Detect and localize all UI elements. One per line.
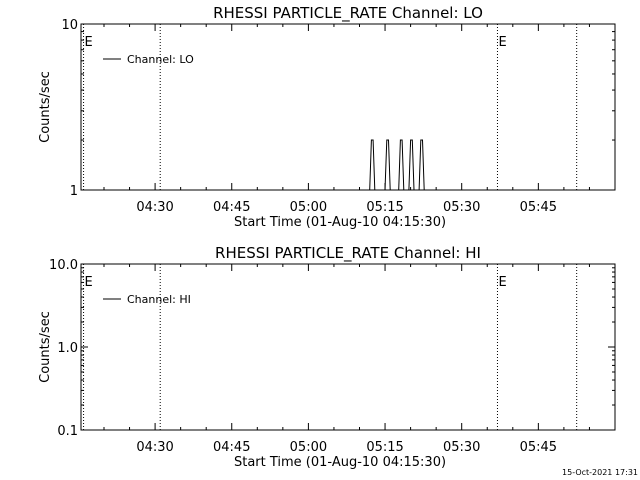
footer-timestamp: 15-Oct-2021 17:31 (562, 468, 638, 477)
x-tick-label: 05:45 (520, 440, 557, 455)
x-axis-label: Start Time (01-Aug-10 04:15:30) (234, 455, 446, 470)
legend-label: Channel: LO (127, 53, 194, 66)
x-tick-label: 04:45 (213, 440, 250, 455)
y-tick-label: 1.0 (57, 341, 78, 356)
x-tick-label: 05:00 (290, 200, 327, 215)
time-marker-label: E (85, 35, 93, 50)
time-marker-label: E (498, 35, 506, 50)
y-tick-label: 10 (61, 18, 78, 33)
series-line (369, 139, 425, 191)
y-tick-label: 1 (70, 184, 78, 199)
x-tick-label: 04:30 (136, 440, 173, 455)
x-tick-label: 05:45 (520, 200, 557, 215)
x-tick-label: 05:00 (290, 440, 327, 455)
x-tick-label: 05:15 (366, 440, 403, 455)
x-tick-label: 04:30 (136, 200, 173, 215)
chart-title: RHESSI PARTICLE_RATE Channel: HI (215, 244, 481, 263)
chart-panel-2: RHESSI PARTICLE_RATE Channel: HI 04:30 04:… (38, 244, 616, 470)
legend-label: Channel: HI (127, 293, 191, 306)
time-marker-label: E (85, 275, 93, 290)
x-axis-label: Start Time (01-Aug-10 04:15:30) (234, 215, 446, 230)
x-tick-label: 05:15 (366, 200, 403, 215)
plot-frame (80, 263, 616, 431)
y-axis-label: Counts/sec (38, 71, 53, 143)
x-tick-label: 05:30 (443, 200, 480, 215)
y-tick-label: 0.1 (57, 424, 78, 439)
x-tick-label: 04:45 (213, 200, 250, 215)
time-marker-label: E (498, 275, 506, 290)
chart-title: RHESSI PARTICLE_RATE Channel: LO (213, 4, 483, 23)
plot-frame (80, 23, 616, 191)
y-axis-label: Counts/sec (38, 311, 53, 383)
chart-panel-1: RHESSI PARTICLE_RATE Channel: LO 04:30 04:… (38, 4, 616, 230)
y-tick-label: 10.0 (49, 258, 78, 273)
x-tick-label: 05:30 (443, 440, 480, 455)
